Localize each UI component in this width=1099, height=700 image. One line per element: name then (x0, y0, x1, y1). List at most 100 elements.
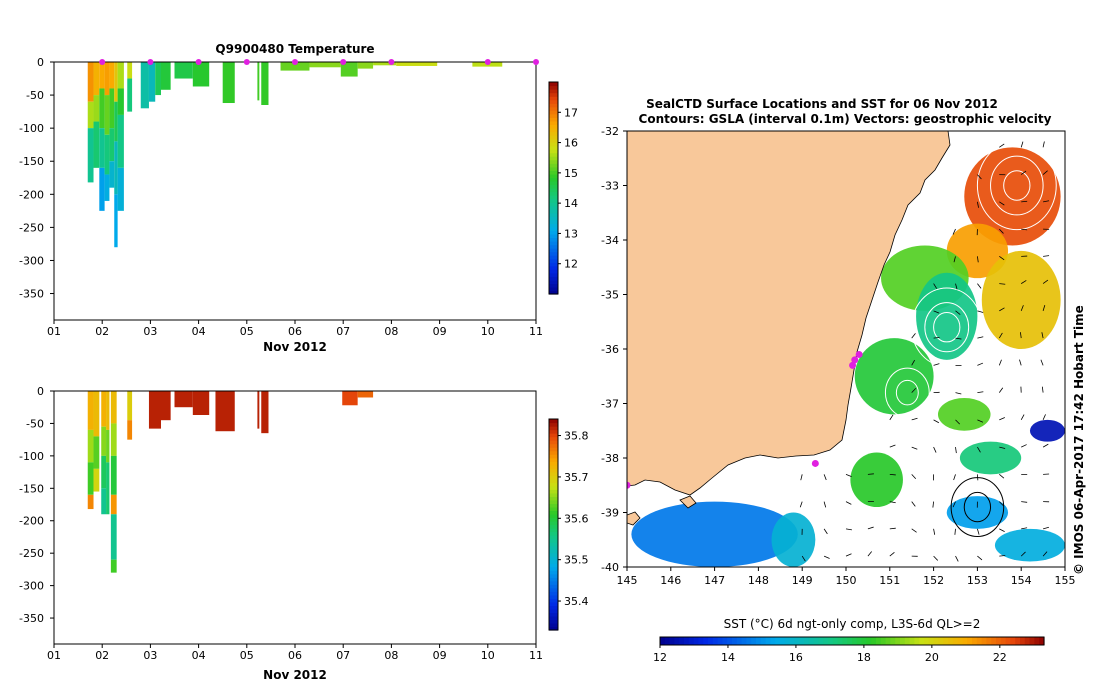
surface-marker-7 (484, 59, 491, 65)
profile-8-segment-0 (140, 62, 149, 109)
x-tick-label: 07 (336, 649, 350, 662)
sst-region-8 (959, 441, 1022, 475)
map-y-tick-label: -35 (601, 289, 619, 302)
colorbar-step-37 (549, 159, 558, 164)
velocity-vector-59 (977, 446, 981, 453)
gsla-contour-2-0 (895, 379, 919, 406)
map-y-tick-label: -33 (601, 180, 619, 193)
velocity-vector-16 (889, 551, 895, 557)
profile-6-segment-3 (117, 167, 124, 211)
velocity-vector-48 (955, 392, 962, 395)
velocity-vector-116 (1042, 170, 1048, 175)
velocity-vector-10 (845, 501, 852, 505)
profile-4-segment-3 (109, 161, 115, 188)
velocity-vector-83 (999, 201, 1005, 206)
velocity-vector-68 (977, 201, 979, 208)
velocity-vector-36 (933, 419, 940, 424)
map-x-tick-label: 151 (879, 574, 900, 587)
colorbar-step-42 (549, 478, 558, 483)
velocity-vector-9 (845, 528, 852, 531)
temperature-x-label: Nov 2012 (263, 340, 327, 354)
salinity-panel: 0-50-100-150-200-250-300-350 01 02 03 04 05 0… (19, 385, 588, 682)
colorbar-tick-label: 35.8 (564, 430, 589, 443)
profile-1-segment-2 (93, 121, 100, 168)
colorbar-step-8 (549, 598, 558, 603)
gsla-contour-2-1 (884, 367, 930, 418)
colorbar-frame (548, 418, 559, 631)
colorbar-step-41 (549, 145, 558, 150)
profile-14-segment-0 (357, 391, 374, 398)
sst-colorbar-step-14 (727, 637, 733, 645)
gsla-contour-0-0 (1003, 170, 1031, 201)
colorbar-step-34 (549, 170, 558, 175)
temperature-x-axis: 01 02 03 04 05 06 07 08 09 10 11 (47, 320, 543, 338)
x-tick-label: 04 (192, 325, 206, 338)
colorbar-step-16 (549, 233, 558, 239)
profile-4-segment-1 (110, 423, 117, 456)
profile-9-segment-0 (192, 391, 210, 416)
sst-colorbar-step-34 (823, 637, 829, 645)
sst-colorbar-step-59 (943, 637, 949, 645)
velocity-vector-29 (911, 359, 915, 366)
x-tick-label: 10 (481, 325, 495, 338)
profile-20-segment-0 (357, 62, 374, 69)
map-y-tick-label: -39 (601, 507, 619, 520)
colorbar-step-14 (549, 241, 558, 246)
geostrophic-velocity-vectors (799, 141, 1050, 562)
map-title-line1: SealCTD Surface Locations and SST for 06… (646, 97, 998, 111)
map-x-tick-label: 145 (617, 574, 638, 587)
sst-colorbar-step-15 (732, 637, 738, 645)
velocity-vector-0 (801, 555, 806, 562)
velocity-vector-33 (932, 501, 934, 508)
sst-colorbar-step-56 (928, 637, 935, 645)
colorbar-tick-label: 35.4 (564, 595, 589, 608)
sst-colorbar-step-27 (789, 637, 795, 645)
colorbar-step-51 (549, 447, 558, 452)
velocity-vector-91 (1020, 414, 1025, 421)
velocity-vector-72 (999, 501, 1004, 507)
sst-colorbar-step-13 (722, 637, 728, 645)
velocity-vector-11 (845, 473, 852, 477)
colorbar-step-47 (549, 124, 558, 129)
colorbar-step-56 (549, 92, 558, 97)
colorbar-step-10 (549, 591, 558, 596)
map-colorbar-label: SST (°C) 6d ngt-only comp, L3S-6d QL>=2 (724, 617, 981, 631)
sst-colorbar-tick-label: 12 (653, 651, 667, 664)
colorbar-step-59 (549, 419, 558, 424)
velocity-vector-18 (889, 501, 896, 504)
profile-5-segment-1 (114, 101, 118, 142)
temperature-panel: Q9900480 Temperature 0 -50 -100 -150 -200 -25… (19, 42, 578, 354)
sst-colorbar-step-36 (832, 637, 839, 645)
x-tick-label: 11 (529, 325, 543, 338)
velocity-vector-117 (1042, 141, 1045, 148)
y-tick-label: -50 (26, 417, 44, 430)
colorbar-step-45 (549, 131, 558, 136)
velocity-vector-35 (933, 446, 937, 453)
map-x-tick-label: 148 (748, 574, 769, 587)
colorbar-step-27 (549, 195, 558, 200)
temperature-surface-markers (99, 59, 539, 65)
sst-colorbar-step-8 (698, 637, 704, 645)
profile-19-segment-0 (340, 62, 358, 77)
y-tick-label: -150 (19, 482, 44, 495)
colorbar-step-35 (549, 503, 558, 508)
colorbar-step-6 (549, 269, 558, 274)
salinity-profiles (87, 391, 374, 573)
velocity-vector-17 (889, 527, 896, 530)
sst-colorbar-step-72 (1005, 637, 1011, 645)
colorbar-step-32 (549, 177, 558, 182)
sst-colorbar-step-25 (780, 637, 786, 645)
colorbar-step-26 (549, 535, 558, 540)
ctd-location-3 (811, 459, 819, 467)
sst-colorbar-step-29 (799, 637, 805, 645)
sst-colorbar-step-61 (952, 637, 959, 645)
profile-4-segment-1 (109, 88, 115, 129)
y-tick-label: -300 (19, 254, 44, 267)
sst-colorbar-step-7 (693, 637, 699, 645)
colorbar-step-7 (549, 265, 558, 270)
profile-0-segment-2 (87, 462, 94, 495)
map-x-tick-label: 155 (1055, 574, 1076, 587)
profile-5-segment-1 (127, 420, 133, 440)
velocity-vector-103 (1042, 526, 1049, 530)
colorbar-step-24 (549, 542, 558, 547)
